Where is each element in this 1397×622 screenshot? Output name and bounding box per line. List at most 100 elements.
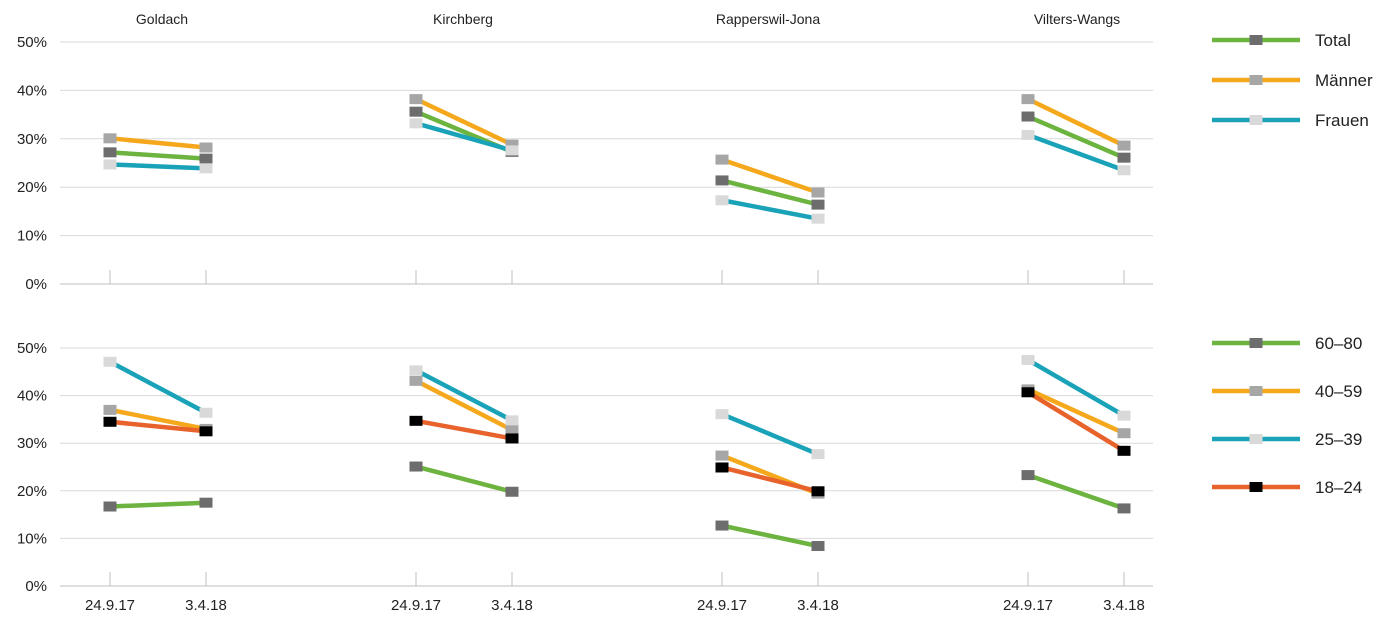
data-point: [199, 497, 213, 508]
data-point: [811, 199, 825, 210]
series-line: [1026, 357, 1126, 418]
data-point: [505, 145, 519, 156]
data-point: [811, 449, 825, 460]
data-point: [103, 133, 117, 144]
data-point: [1117, 165, 1131, 176]
legend-item: 40–59: [1212, 382, 1362, 401]
data-point: [199, 153, 213, 164]
legend-label: 25–39: [1315, 430, 1362, 449]
data-point: [505, 433, 519, 444]
series-line: [415, 418, 513, 441]
data-point: [409, 461, 423, 472]
y-tick-label: 0%: [25, 578, 47, 595]
x-tick-label: 3.4.18: [1103, 597, 1145, 614]
data-point: [199, 426, 213, 437]
series-4: [103, 387, 1131, 497]
data-point: [715, 520, 729, 531]
series-line: [108, 359, 208, 415]
data-point: [103, 159, 117, 170]
chart-panel-2: 0% 10% 20% 30% 40% 50% 24.9.17 3.4.18 24.9.17 3.4…: [17, 334, 1362, 614]
legend-label: 40–59: [1315, 382, 1362, 401]
y-tick-label: 50%: [17, 34, 47, 51]
group-label: Vilters-Wangs: [1034, 11, 1120, 27]
y-tick-label: 10%: [17, 228, 47, 245]
series-line: [414, 378, 514, 432]
y-tick-label: 40%: [17, 82, 47, 99]
x-tick-label: 24.9.17: [697, 597, 747, 614]
series-line: [109, 162, 207, 171]
data-point: [1021, 94, 1035, 105]
series-1: [103, 106, 1131, 210]
data-point: [1021, 111, 1035, 122]
data-point: [505, 424, 519, 435]
legend-item: Frauen: [1212, 111, 1369, 130]
legend-marker: [1249, 75, 1263, 85]
legend-label: 18–24: [1315, 478, 1362, 497]
legend-item: 18–24: [1212, 478, 1362, 497]
data-point: [103, 416, 117, 427]
x-tick-label: 24.9.17: [391, 597, 441, 614]
series-line: [414, 368, 514, 423]
series-line: [1027, 132, 1125, 173]
series-1: [103, 461, 1131, 552]
data-point: [103, 404, 117, 415]
series-line: [1026, 390, 1126, 453]
series-2: [103, 94, 1131, 198]
legend-label: Männer: [1315, 71, 1373, 90]
data-point: [409, 118, 423, 129]
series-line: [1027, 114, 1125, 160]
y-tick-label: 50%: [17, 340, 47, 357]
data-point: [715, 450, 729, 461]
series-line: [109, 407, 207, 432]
legend-item: 60–80: [1212, 334, 1362, 353]
group-label: Kirchberg: [433, 11, 493, 27]
data-point: [1021, 387, 1035, 398]
x-tick-label: 3.4.18: [491, 597, 533, 614]
y-tick-label: 30%: [17, 435, 47, 452]
data-point: [715, 462, 729, 473]
data-point: [1021, 354, 1035, 365]
data-point: [811, 187, 825, 198]
data-point: [103, 501, 117, 512]
data-point: [409, 365, 423, 376]
data-point: [715, 175, 729, 186]
legend-marker: [1249, 434, 1263, 444]
legend-marker: [1249, 115, 1263, 125]
series-line: [721, 412, 819, 457]
series-line: [109, 136, 207, 150]
data-point: [1117, 445, 1131, 456]
data-point: [1117, 152, 1131, 163]
data-point: [715, 195, 729, 206]
data-point: [199, 407, 213, 418]
x-tick-label: 3.4.18: [185, 597, 227, 614]
series-3: [103, 354, 1131, 460]
x-tick-label: 3.4.18: [797, 597, 839, 614]
legend-marker: [1249, 338, 1263, 348]
data-point: [1117, 140, 1131, 151]
y-tick-label: 20%: [17, 483, 47, 500]
data-point: [103, 356, 117, 367]
y-tick-label: 20%: [17, 179, 47, 196]
legend-label: 60–80: [1315, 334, 1362, 353]
legend-item: 25–39: [1212, 430, 1362, 449]
x-tick-label: 24.9.17: [85, 597, 135, 614]
data-point: [1117, 503, 1131, 514]
series-line: [721, 465, 819, 494]
y-tick-label: 30%: [17, 131, 47, 148]
legend-item: Total: [1212, 31, 1351, 50]
series-3: [103, 118, 1131, 224]
chart-panel-1: 0% 10% 20% 30% 40% 50% Goldach Kirchberg Rappers…: [17, 11, 1373, 293]
y-tick-label: 10%: [17, 530, 47, 547]
data-point: [505, 486, 519, 497]
legend-marker: [1249, 386, 1263, 396]
data-point: [1117, 410, 1131, 421]
y-tick-label: 0%: [25, 276, 47, 293]
series-line: [721, 178, 819, 207]
data-point: [103, 147, 117, 158]
series-2: [103, 375, 1131, 499]
group-label: Goldach: [136, 11, 188, 27]
series-line: [721, 198, 819, 221]
series-line: [1027, 97, 1125, 148]
